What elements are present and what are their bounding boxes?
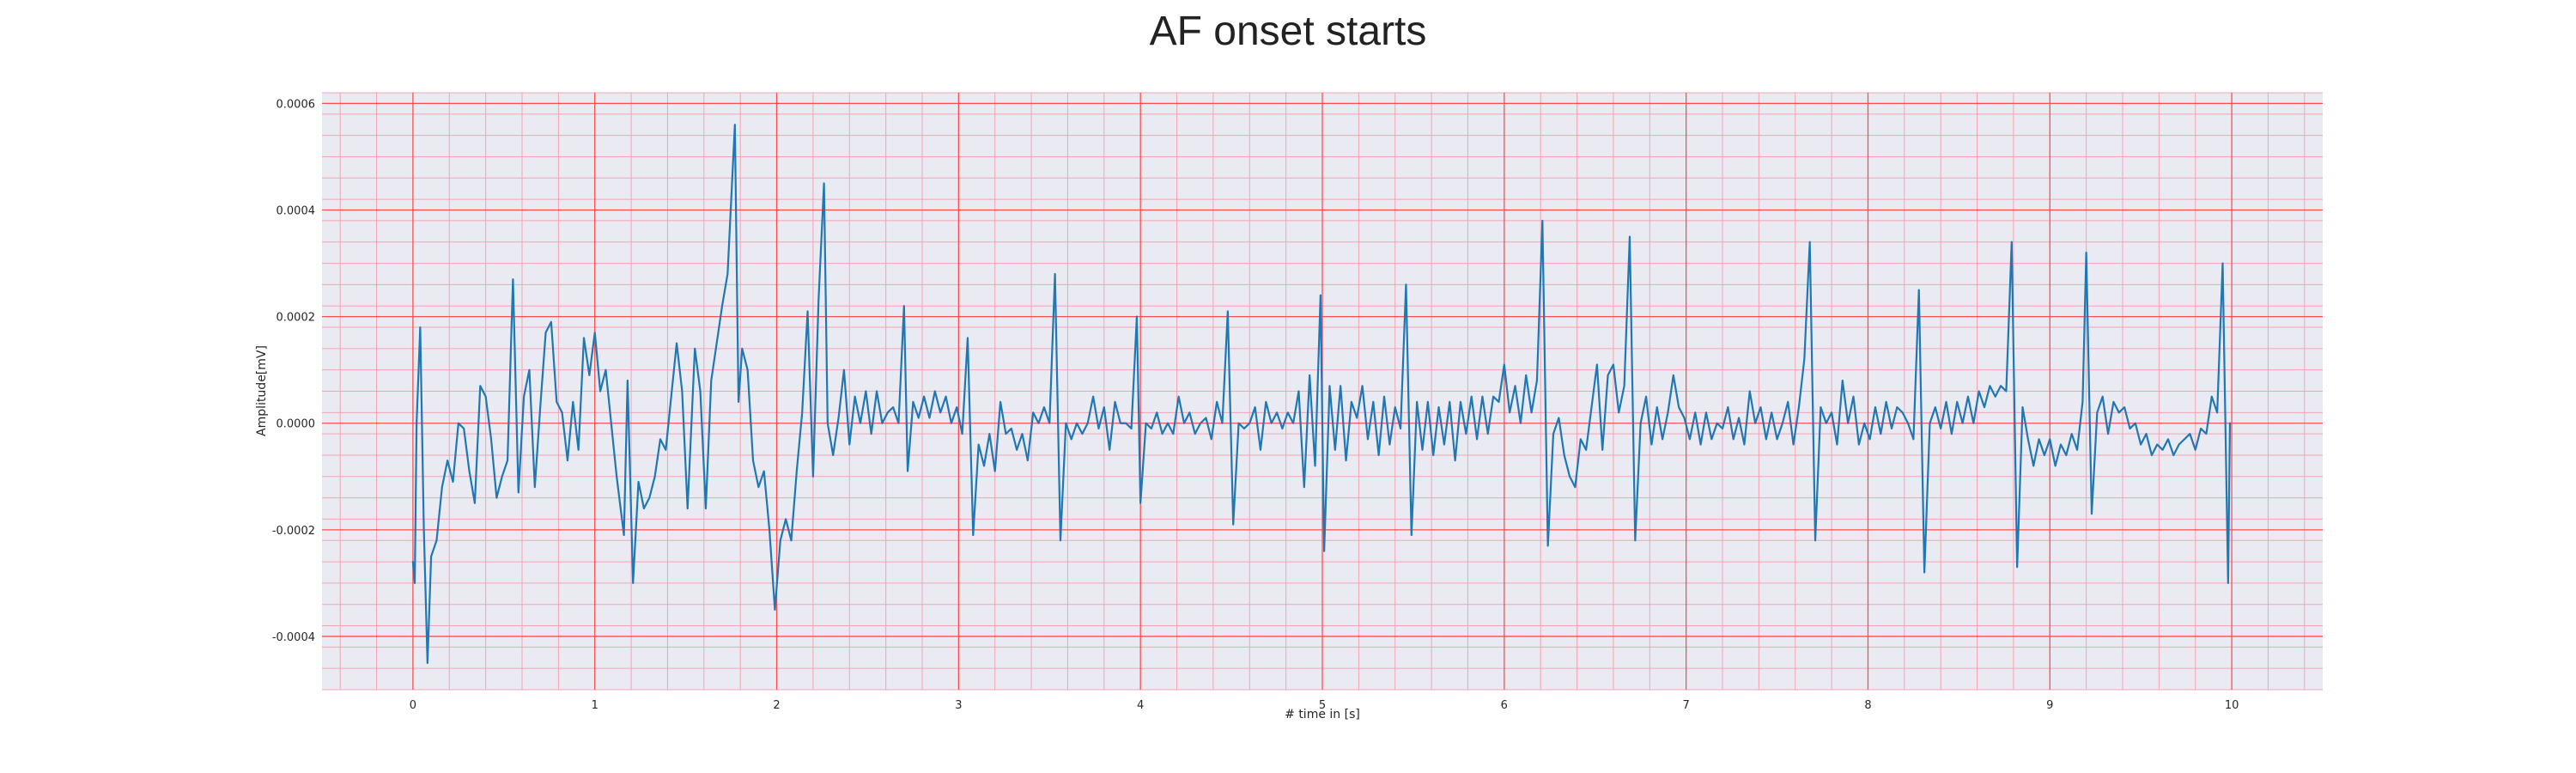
x-axis-label: # time in [s] [1285, 708, 1360, 721]
x-tick-label: 9 [2046, 699, 2053, 712]
x-tick-label: 1 [592, 699, 598, 712]
y-axis-label: Amplitude[mV] [255, 345, 269, 436]
x-tick-label: 4 [1137, 699, 1144, 712]
y-tick-label: 0.0002 [276, 312, 316, 325]
x-tick-label: 8 [1864, 699, 1871, 712]
x-tick-label: 7 [1682, 699, 1689, 712]
x-tick-label: 0 [410, 699, 416, 712]
chart-title: AF onset starts [1150, 9, 1427, 54]
y-axis-ticks: -0.0004 -0.0002 0.0000 0.0002 0.0004 0.0006 [272, 98, 315, 644]
x-tick-label: 3 [955, 699, 962, 712]
x-tick-label: 5 [1319, 699, 1326, 712]
x-tick-label: 10 [2225, 699, 2239, 712]
major-grid [322, 93, 2323, 690]
x-tick-label: 6 [1501, 699, 1508, 712]
x-axis-ticks: 0 1 2 3 4 5 6 7 8 9 10 [410, 699, 2239, 712]
x-tick-label: 2 [773, 699, 780, 712]
y-tick-label: 0.0004 [276, 205, 316, 218]
y-tick-label: -0.0002 [272, 525, 315, 538]
y-tick-label: -0.0004 [272, 631, 315, 644]
y-tick-label: 0.0006 [276, 98, 316, 111]
ecg-signal-line [411, 124, 2232, 665]
y-tick-label: 0.0000 [276, 418, 316, 431]
